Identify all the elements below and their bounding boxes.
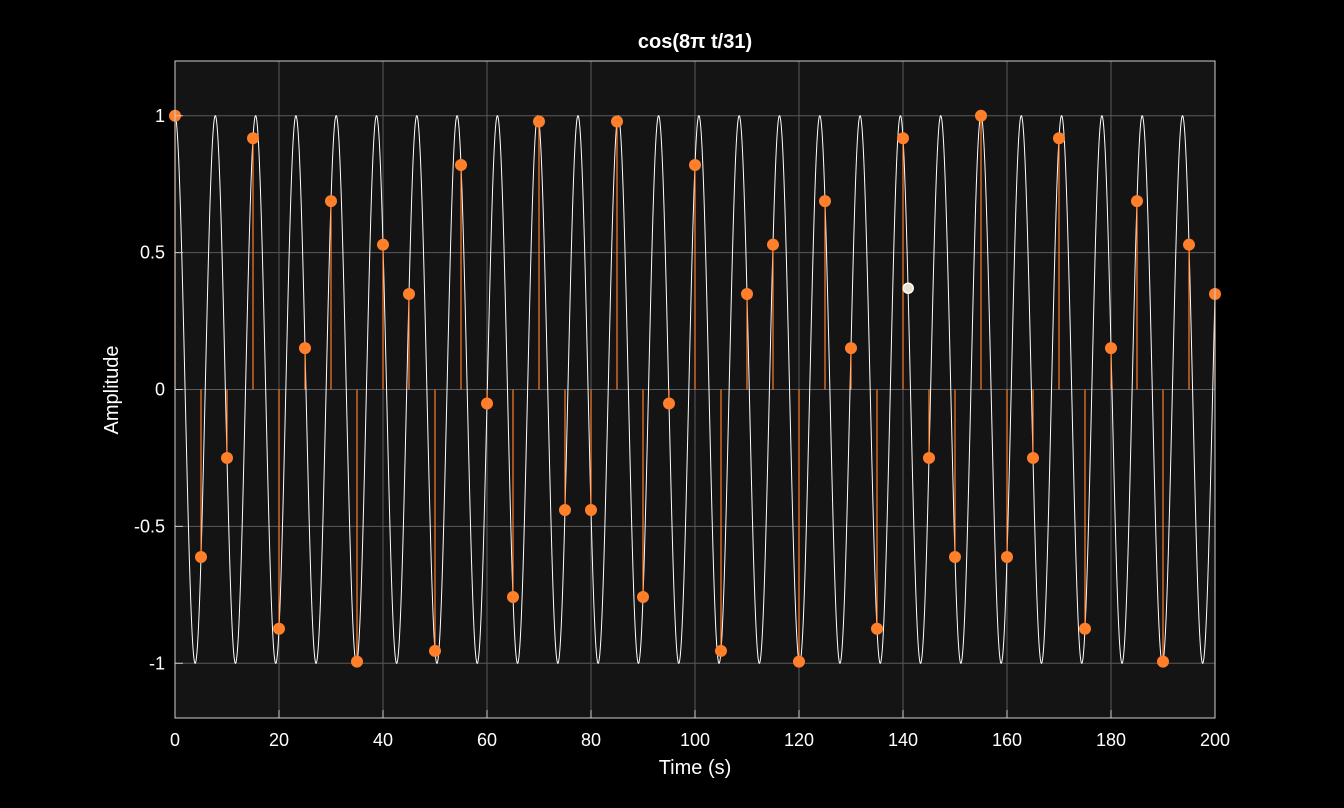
sample-point-15: [559, 503, 571, 516]
x-tick-label-5: 100: [680, 730, 710, 750]
x-tick-label-6: 120: [784, 730, 814, 750]
x-tick-label-0: 0: [170, 730, 180, 750]
sample-point-32: [1001, 551, 1013, 564]
x-tick-label-8: 160: [992, 730, 1022, 750]
sample-point-14: [533, 115, 545, 128]
x-tick-label-7: 140: [888, 730, 918, 750]
y-tick-label-2: 0: [155, 380, 165, 400]
sample-point-20: [689, 159, 701, 172]
sample-point-10: [429, 644, 441, 657]
sample-point-18: [637, 591, 649, 604]
y-axis-label: Amplitude: [101, 346, 123, 435]
sample-point-4: [273, 622, 285, 635]
sample-point-27: [871, 622, 883, 635]
sample-point-23: [767, 238, 779, 251]
x-tick-label-1: 20: [269, 730, 289, 750]
x-tick-label-4: 80: [581, 730, 601, 750]
sample-point-12: [481, 397, 493, 410]
sample-point-6: [325, 195, 337, 208]
sample-point-21: [715, 644, 727, 657]
sample-point-31: [975, 109, 987, 122]
sample-point-34: [1053, 132, 1065, 145]
x-tick-label-3: 60: [477, 730, 497, 750]
y-tick-labels: -1 -0.5 0 0.5 1: [134, 106, 183, 673]
sample-point-38: [1157, 655, 1169, 668]
sample-point-5: [299, 342, 311, 355]
y-tick-label-1: -0.5: [134, 516, 165, 536]
x-tick-label-10: 200: [1200, 730, 1230, 750]
sample-point-2: [221, 451, 233, 464]
sample-point-22: [741, 287, 753, 300]
sample-point-3: [247, 132, 259, 145]
sample-point-26: [845, 342, 857, 355]
sample-point-24: [793, 655, 805, 668]
sample-point-25: [819, 195, 831, 208]
sample-point-35: [1079, 622, 1091, 635]
x-tick-label-2: 40: [373, 730, 393, 750]
sample-point-13: [507, 591, 519, 604]
y-tick-label-4: 1: [155, 106, 165, 126]
sample-point-11: [455, 159, 467, 172]
sample-point-8: [377, 238, 389, 251]
x-tick-label-9: 180: [1096, 730, 1126, 750]
sample-point-37: [1131, 195, 1143, 208]
highlight-group: [902, 282, 914, 294]
sample-point-30: [949, 551, 961, 564]
sample-point-1: [195, 551, 207, 564]
y-tick-label-3: 0.5: [140, 243, 165, 263]
x-tick-labels: 0 20 40 60 80 100 120 140 160 180 200: [170, 710, 1230, 750]
sample-point-19: [663, 397, 675, 410]
chart-title: cos(8π t/31): [638, 31, 752, 53]
x-axis-label: Time (s): [659, 757, 732, 779]
sample-point-28: [897, 132, 909, 145]
y-tick-label-0: -1: [149, 653, 165, 673]
sample-point-7: [351, 655, 363, 668]
sample-point-33: [1027, 451, 1039, 464]
sample-markers: [169, 109, 1221, 668]
sample-point-17: [611, 115, 623, 128]
sample-point-36: [1105, 342, 1117, 355]
sample-point-9: [403, 287, 415, 300]
sample-point-29: [923, 451, 935, 464]
highlight-point: [902, 282, 914, 294]
sample-point-39: [1183, 238, 1195, 251]
sample-point-16: [585, 503, 597, 516]
